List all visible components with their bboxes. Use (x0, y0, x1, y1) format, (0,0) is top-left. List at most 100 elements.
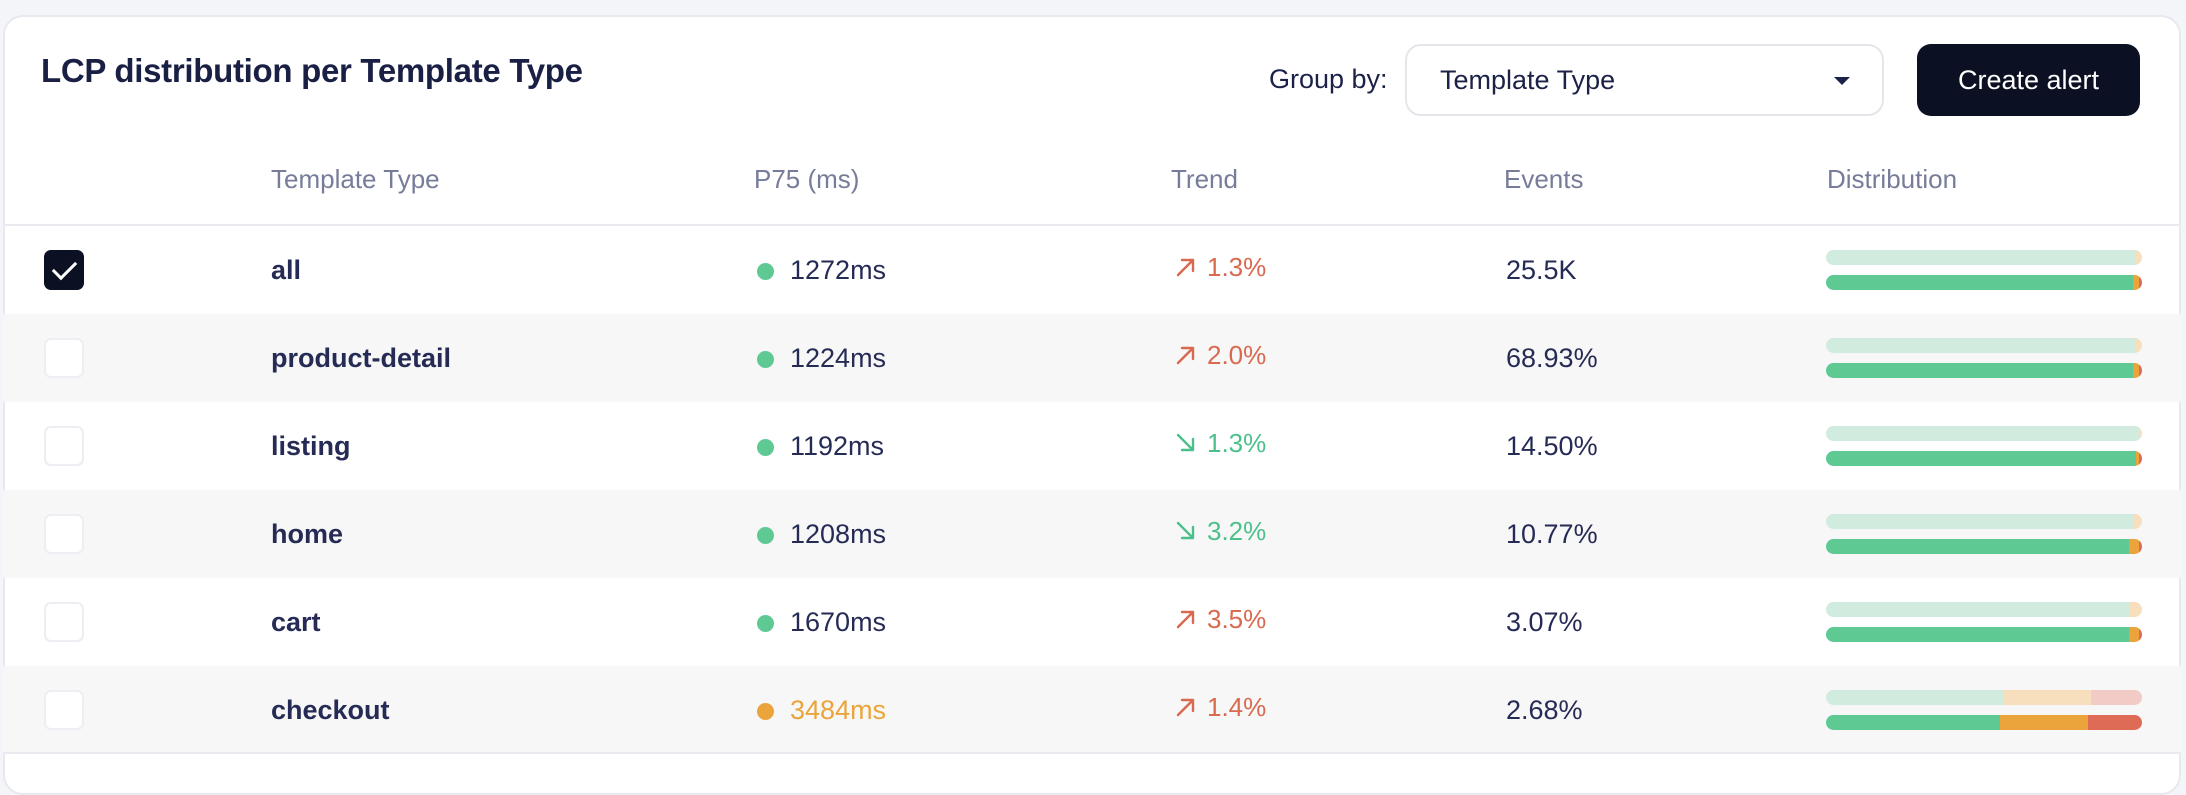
column-header-trend[interactable]: Trend (1171, 164, 1238, 194)
row-checkbox[interactable] (44, 250, 84, 290)
distribution-bar-bottom (1826, 363, 2142, 378)
trend-value: 3.2% (1207, 516, 1267, 546)
trend-value: 2.0% (1207, 340, 1267, 370)
distribution-bar-bottom (1826, 627, 2142, 642)
bar-segment-poor (2138, 275, 2142, 290)
bar-segment-poor (2088, 715, 2142, 730)
trend-indicator: 1.3% (1173, 430, 1266, 456)
row-checkbox[interactable] (44, 338, 84, 378)
template-type-name: all (271, 255, 302, 285)
row-checkbox[interactable] (44, 602, 84, 642)
distribution-bar-top (1826, 426, 2142, 441)
bar-segment-good (1826, 451, 2136, 466)
bar-segment-good (1826, 250, 2136, 265)
arrow-up-right-icon (1173, 254, 1207, 280)
bar-segment-good (1826, 338, 2136, 353)
bar-segment-needs-improvement (2132, 514, 2142, 529)
bar-segment-good (1826, 514, 2133, 529)
status-dot (757, 527, 774, 544)
p75-value: 1670ms (790, 607, 887, 637)
group-by-select-value: Template Type (1440, 65, 1616, 95)
bar-segment-needs-improvement (2135, 451, 2139, 466)
chevron-down-icon (1834, 77, 1850, 85)
p75-value: 3484ms (790, 695, 887, 725)
bar-segment-poor (2138, 451, 2142, 466)
arrow-down-right-icon (1173, 430, 1207, 456)
group-by-label: Group by: (1269, 64, 1388, 94)
distribution-bar-top (1826, 602, 2142, 617)
events-value: 25.5K (1506, 255, 1577, 285)
trend-value: 1.3% (1207, 428, 1267, 458)
bar-segment-needs-improvement (2132, 363, 2139, 378)
create-alert-button[interactable]: Create alert (1917, 44, 2140, 116)
table-header: Template Type P75 (ms) Trend Events Dist… (3, 160, 2181, 226)
distribution-bar-bottom (1826, 451, 2142, 466)
bar-segment-needs-improvement (2129, 627, 2139, 642)
distribution-bar-bottom (1826, 539, 2142, 554)
table-bottom-divider (3, 752, 2181, 754)
status-dot (757, 615, 774, 632)
column-header-template-type[interactable]: Template Type (271, 164, 440, 194)
trend-value: 3.5% (1207, 604, 1267, 634)
trend-value: 1.4% (1207, 692, 1267, 722)
bar-segment-good (1826, 602, 2130, 617)
row-checkbox[interactable] (44, 690, 84, 730)
bar-segment-needs-improvement (1999, 715, 2089, 730)
column-header-distribution: Distribution (1827, 164, 1958, 194)
bar-segment-needs-improvement (2132, 275, 2139, 290)
column-header-events[interactable]: Events (1504, 164, 1584, 194)
bar-segment-good (1826, 715, 2000, 730)
distribution-bar-bottom (1826, 715, 2142, 730)
table-row[interactable]: product-detail 1224ms 2.0% 68.93% (3, 314, 2181, 402)
status-dot (757, 703, 774, 720)
trend-indicator: 1.4% (1173, 694, 1266, 720)
bar-segment-needs-improvement (2129, 602, 2142, 617)
table-row[interactable]: home 1208ms 3.2% 10.77% (3, 490, 2181, 578)
distribution-bars (1826, 514, 2142, 564)
distribution-bar-top (1826, 250, 2142, 265)
row-checkbox[interactable] (44, 514, 84, 554)
events-value: 68.93% (1506, 343, 1598, 373)
bar-segment-poor (2138, 627, 2142, 642)
distribution-bar-top (1826, 514, 2142, 529)
status-dot (757, 351, 774, 368)
distribution-bars (1826, 690, 2142, 740)
trend-indicator: 2.0% (1173, 342, 1266, 368)
template-type-name: cart (271, 607, 321, 637)
table-row[interactable]: checkout 3484ms 1.4% 2.68% (3, 666, 2181, 754)
bar-segment-good (1826, 627, 2130, 642)
bar-segment-good (1826, 539, 2130, 554)
page-title: LCP distribution per Template Type (41, 52, 583, 89)
distribution-bar-bottom (1826, 275, 2142, 290)
template-type-name: listing (271, 431, 351, 461)
bar-segment-needs-improvement (2135, 250, 2142, 265)
row-checkbox[interactable] (44, 426, 84, 466)
events-value: 10.77% (1506, 519, 1598, 549)
bar-segment-needs-improvement (2129, 539, 2139, 554)
trend-indicator: 1.3% (1173, 254, 1266, 280)
p75-value: 1208ms (790, 519, 887, 549)
column-header-p75[interactable]: P75 (ms) (754, 164, 860, 194)
lcp-distribution-card (3, 15, 2181, 795)
table-row[interactable]: all 1272ms 1.3% 25.5K (3, 226, 2181, 314)
table-row[interactable]: listing 1192ms 1.3% 14.50% (3, 402, 2181, 490)
events-value: 3.07% (1506, 607, 1583, 637)
bar-segment-poor (2138, 363, 2142, 378)
template-type-name: home (271, 519, 344, 549)
bar-segment-poor (2091, 690, 2142, 705)
distribution-bars (1826, 426, 2142, 476)
events-value: 2.68% (1506, 695, 1583, 725)
arrow-up-right-icon (1173, 694, 1207, 720)
p75-value: 1224ms (790, 343, 887, 373)
group-by-select[interactable]: Template Type (1405, 44, 1884, 116)
template-type-name: checkout (271, 695, 390, 725)
bar-segment-good (1826, 363, 2133, 378)
distribution-bars (1826, 338, 2142, 388)
p75-value: 1272ms (790, 255, 887, 285)
table-row[interactable]: cart 1670ms 3.5% 3.07% (3, 578, 2181, 666)
arrow-up-right-icon (1173, 606, 1207, 632)
distribution-bar-top (1826, 690, 2142, 705)
arrow-up-right-icon (1173, 342, 1207, 368)
distribution-bars (1826, 602, 2142, 652)
trend-indicator: 3.5% (1173, 606, 1266, 632)
